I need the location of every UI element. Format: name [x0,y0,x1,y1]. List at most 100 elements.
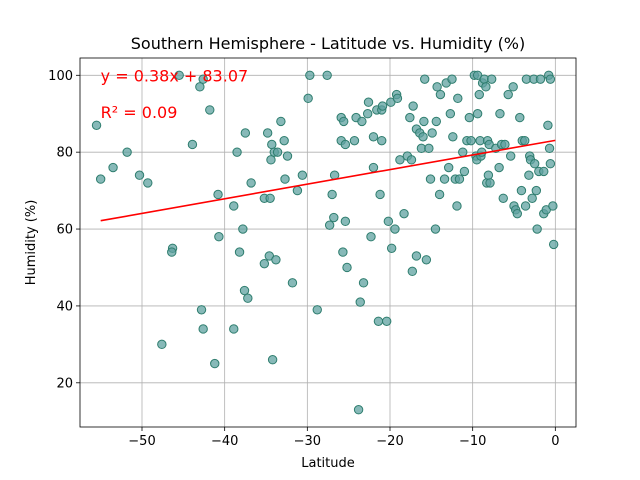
data-point [452,201,462,211]
data-point [327,189,337,200]
data-point [134,170,145,180]
data-point [447,74,457,84]
data-point [196,305,207,315]
y-tick-label: 20 [56,376,73,391]
data-point [271,255,281,265]
x-tick-label: −20 [376,434,403,449]
data-point [91,120,102,130]
data-point [266,155,276,165]
data-point [362,109,373,119]
data-point [340,216,351,227]
data-point [210,358,220,369]
data-point [297,170,308,180]
data-point [448,132,458,142]
chart-title: Southern Hemisphere - Latitude vs. Humid… [131,34,526,53]
data-point [434,189,445,200]
data-point [498,193,508,203]
data-point [366,232,376,242]
data-point [427,128,437,138]
data-point [503,89,513,100]
data-point [425,174,436,184]
data-point [357,116,367,127]
data-point [234,247,245,257]
data-point [500,139,510,150]
data-point [353,405,364,415]
axis-ticks: −50 −40 −30 −20 −10 0 20 40 60 80 100 [48,69,559,449]
data-point [485,178,495,188]
data-point [339,116,349,127]
data-point [486,74,497,84]
data-point [368,162,379,173]
x-tick-label: −30 [294,434,321,449]
data-point [432,82,442,92]
data-point [157,339,167,350]
y-axis-label: Humidity (%) [24,200,39,286]
data-point [386,243,397,253]
data-point [505,151,516,161]
data-point [287,278,298,288]
data-point [95,174,106,184]
data-point [539,166,549,177]
data-point [544,143,555,154]
data-point [272,147,283,157]
y-tick-label: 60 [56,223,73,238]
x-tick-label: 0 [551,434,559,449]
regression-equation: y = 0.38x + 83.07 [101,66,249,85]
data-point [355,297,365,307]
data-point [531,185,542,196]
data-point [508,82,518,92]
data-point [520,135,530,146]
data-point [435,89,446,100]
x-tick-label: −10 [459,434,486,449]
data-point [474,89,484,100]
data-point [420,74,430,84]
x-tick-label: −50 [128,434,155,449]
data-point [292,185,303,196]
data-point [466,135,476,146]
data-point [512,208,523,219]
data-point [408,101,418,111]
data-point [259,258,270,269]
data-point [529,159,540,169]
data-point [395,155,405,165]
data-point [454,174,465,184]
data-point [399,208,409,219]
x-axis-label: Latitude [301,456,355,471]
data-point [545,74,556,84]
data-point [405,112,415,123]
x-tick-label: −40 [211,434,238,449]
data-point [239,285,250,296]
data-point [548,201,558,211]
data-point [282,151,293,161]
data-point [527,193,537,203]
data-point [368,132,379,142]
data-point [545,159,556,169]
data-point [338,247,348,257]
data-point [198,74,208,84]
data-point [383,216,394,227]
data-point [280,174,290,184]
data-point [214,232,224,242]
data-point [240,128,251,138]
data-point [340,139,351,150]
data-point [246,178,256,188]
data-point [375,189,385,200]
data-point [108,162,118,173]
data-point [458,147,468,157]
data-point [377,135,387,146]
data-point [232,147,242,157]
data-point [481,82,491,92]
data-point [358,278,369,288]
data-point [495,109,505,119]
y-tick-label: 100 [48,69,73,84]
data-point [305,70,315,80]
y-tick-label: 80 [56,146,73,161]
data-point [363,97,374,107]
data-point [516,185,527,196]
data-point [443,162,454,173]
data-point [459,166,470,177]
data-point [377,101,388,111]
data-point [464,112,475,123]
